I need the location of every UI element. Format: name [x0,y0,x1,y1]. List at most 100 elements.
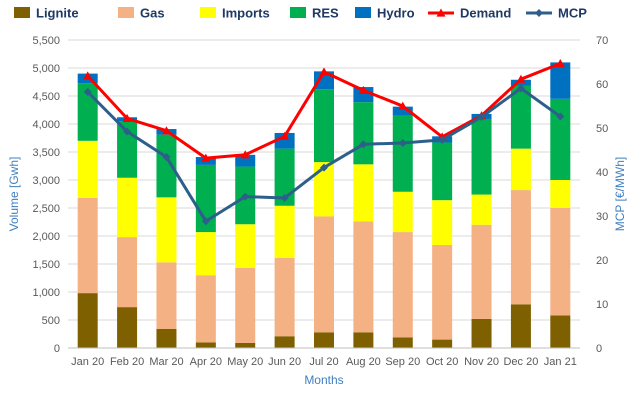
bar-lignite [314,332,334,348]
bar-hydro [550,62,571,99]
bar-lignite [510,304,531,348]
right-axis-title: MCP [€/MWh] [613,157,627,231]
bar-lignite [235,342,256,348]
bar-gas [353,221,374,333]
bars [77,62,571,348]
left-tick-label: 5,500 [32,35,60,47]
left-tick-label: 0 [54,343,60,355]
bar-lignite [550,315,571,348]
bar-gas [235,267,256,343]
left-tick-label: 500 [42,315,60,327]
bar-imports [550,180,571,208]
bar-imports [117,177,138,238]
bar-res [510,85,531,149]
point-mcp [516,84,525,93]
left-tick-label: 4,000 [32,119,60,131]
legend-swatch-gas [118,7,134,18]
bar-lignite [156,328,177,348]
left-tick-label: 1,500 [32,259,60,271]
legend-swatch-hydro [355,7,371,18]
bar-imports [195,232,216,276]
bar-gas [195,275,216,343]
right-tick-label: 20 [596,255,608,267]
x-tick-label: Mar 20 [149,356,183,368]
point-mcp [241,192,250,201]
bar-imports [471,194,492,225]
point-demand [83,71,93,80]
point-demand [555,59,565,68]
bar-gas [432,244,453,340]
bar-hydro [510,79,531,86]
point-demand [122,113,132,122]
point-demand [201,153,211,162]
bar-imports [77,140,98,198]
right-axis-ticks: 0 10 20 30 40 50 60 70 [596,35,608,355]
left-tick-label: 3,000 [32,175,60,187]
bar-lignite [117,307,138,348]
bar-res [432,142,453,201]
point-mcp [201,217,210,226]
bar-res [550,98,571,180]
bar-lignite [432,339,453,348]
point-mcp [83,87,92,96]
x-tick-label: Oct 20 [426,356,458,368]
point-demand [358,85,368,94]
bar-imports [510,148,531,191]
x-tick-label: Dec 20 [503,356,538,368]
bar-gas [510,190,531,305]
left-axis-ticks: 0 500 1,000 1,500 2,000 2,500 3,000 3,500 4,000 4… [32,35,60,355]
left-axis-title: Volume [Gwh] [7,157,21,232]
bar-lignite [353,332,374,348]
legend-label-mcp: MCP [558,6,587,21]
bar-hydro [235,154,256,167]
bar-res [156,134,177,198]
bar-lignite [274,336,295,348]
point-mcp [477,113,486,121]
left-tick-label: 2,500 [32,203,60,215]
bar-imports [156,197,177,263]
point-mcp [556,112,565,121]
legend-label-imports: Imports [222,6,270,21]
bar-lignite [77,293,98,348]
right-tick-label: 40 [596,167,608,179]
point-mcp [162,153,171,162]
right-tick-label: 70 [596,35,608,47]
bar-lignite [471,318,492,348]
bar-gas [392,232,413,338]
right-tick-label: 30 [596,211,608,223]
legend-label-hydro: Hydro [377,6,415,21]
legend: Lignite Gas Imports RES Hydro Demand MCP [14,6,587,21]
point-demand [516,74,526,83]
bar-lignite [392,337,413,348]
legend-swatch-imports [200,7,216,18]
left-tick-label: 4,500 [32,91,60,103]
bar-imports [274,205,295,258]
bar-res [274,148,295,206]
point-demand [398,101,408,110]
legend-swatch-lignite [14,7,30,18]
bar-lignite [195,342,216,348]
left-tick-label: 5,000 [32,63,60,75]
x-tick-label: May 20 [227,356,263,368]
bar-gas [550,208,571,316]
bar-res [392,115,413,192]
point-mcp [398,138,407,147]
x-tick-label: Jan 21 [544,356,577,368]
bar-imports [392,191,413,233]
x-tick-label: Nov 20 [464,356,499,368]
legend-label-gas: Gas [140,6,165,21]
legend-label-lignite: Lignite [36,6,79,21]
right-tick-label: 50 [596,123,608,135]
right-tick-label: 10 [596,299,608,311]
bar-gas [77,197,98,294]
bar-res [314,89,334,163]
bar-gas [156,262,177,329]
right-tick-label: 0 [596,343,602,355]
bar-gas [274,257,295,337]
point-mcp [123,127,132,136]
bar-hydro [274,132,295,149]
point-demand [280,131,290,140]
x-tick-label: Jan 20 [71,356,104,368]
